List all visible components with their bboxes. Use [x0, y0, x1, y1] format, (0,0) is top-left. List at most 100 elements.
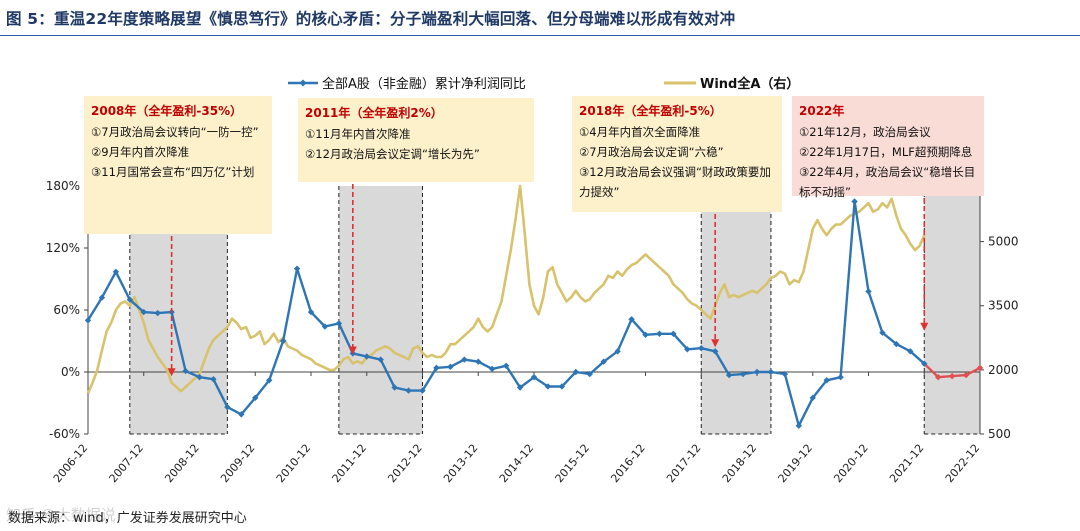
- data-point: [419, 387, 426, 394]
- data-point: [879, 329, 886, 336]
- legend-marker-profit-growth: [299, 79, 307, 87]
- x-tick-label: 2015-12: [553, 442, 593, 486]
- data-point: [795, 422, 803, 429]
- data-point: [475, 358, 482, 365]
- y-left-tick-label: 180%: [46, 179, 80, 193]
- y-left-tick-label: 0%: [61, 365, 80, 379]
- shaded-period: [701, 186, 771, 434]
- y-right-tick-label: 5000: [988, 235, 1019, 249]
- annotation-2022-heading: 2022年: [799, 104, 845, 118]
- data-point: [307, 308, 315, 316]
- annotation-2022-line: ①21年12月，政治局会议: [799, 125, 931, 139]
- chart-title: 图 5：重温22年度策略展望《慎思笃行》的核心矛盾：分子端盈利大幅回落、但分母端…: [6, 10, 736, 28]
- data-point: [502, 362, 510, 369]
- data-point: [948, 372, 956, 380]
- data-point: [725, 371, 733, 379]
- data-point: [447, 363, 454, 371]
- x-tick-label: 2009-12: [218, 442, 258, 486]
- data-point: [809, 394, 816, 402]
- source-note: 数据来源：wind，广发证券发展研究中心: [8, 511, 247, 526]
- data-point: [586, 370, 593, 378]
- data-point: [698, 345, 705, 352]
- annotation-2011-line: ②12月政治局会议定调“增长为先”: [305, 147, 480, 161]
- annotation-2022-line: ②22年1月17日，MLF超预期降息: [799, 145, 973, 159]
- x-tick-label: 2013-12: [441, 442, 481, 486]
- x-tick-label: 2019-12: [776, 442, 816, 486]
- data-point: [767, 368, 775, 376]
- x-tick-label: 2022-12: [943, 442, 983, 486]
- x-tick-label: 2008-12: [162, 442, 202, 486]
- data-point: [962, 371, 970, 379]
- data-point: [279, 337, 287, 345]
- data-point: [516, 384, 524, 391]
- y-left-tick-label: 60%: [53, 303, 80, 317]
- arrow-head: [167, 368, 176, 377]
- data-point: [98, 294, 106, 301]
- x-tick-label: 2016-12: [608, 442, 648, 486]
- data-point: [530, 373, 538, 381]
- data-point: [739, 370, 747, 378]
- annotation-2018-line: ③12月政治局会议强调“财政政策要加力提效”: [579, 165, 771, 199]
- data-point: [126, 296, 134, 303]
- data-point: [84, 317, 92, 324]
- title-rule: [0, 35, 1080, 36]
- data-point: [544, 383, 552, 390]
- legend-label-profit-growth: 全部A股（非金融）累计净利润同比: [322, 76, 526, 92]
- data-point: [461, 356, 468, 363]
- x-tick-label: 2012-12: [385, 442, 425, 486]
- y-right-tick-label: 2000: [988, 363, 1019, 377]
- data-point: [405, 387, 412, 394]
- data-point: [628, 316, 635, 323]
- watermark: 知乎 @大数据说: [6, 506, 116, 524]
- legend-label-wind-a: Wind全A（右）: [700, 76, 799, 92]
- arrow-head: [348, 346, 357, 355]
- annotation-2008: 2008年（全年盈利-35%） ①7月政治局会议转向“一防一控” ②9月年内首次…: [84, 96, 272, 234]
- x-tick-label: 2021-12: [887, 442, 927, 486]
- data-point: [670, 330, 677, 337]
- data-point: [196, 373, 203, 381]
- data-point: [781, 370, 789, 378]
- data-point: [433, 364, 440, 372]
- annotation-2008-heading: 2008年（全年盈利-35%）: [91, 104, 243, 118]
- x-tick-label: 2018-12: [720, 442, 760, 486]
- x-tick-label: 2006-12: [51, 442, 91, 486]
- data-point: [140, 308, 147, 316]
- annotation-2008-line: ③11月国常会宣布“四万亿”计划: [91, 165, 255, 179]
- data-point: [154, 309, 161, 317]
- data-point: [238, 411, 245, 418]
- data-point: [614, 348, 621, 355]
- annotation-2008-line: ①7月政治局会议转向“一防一控”: [91, 125, 259, 139]
- shaded-period: [924, 186, 980, 434]
- annotation-2022: 2022年 ①21年12月，政治局会议 ②22年1月17日，MLF超预期降息 ③…: [792, 96, 984, 199]
- data-point: [907, 348, 914, 355]
- annotation-2008-line: ②9月年内首次降准: [91, 145, 190, 159]
- data-point: [210, 376, 217, 383]
- annotation-2018-heading: 2018年（全年盈利-5%）: [579, 104, 722, 118]
- data-point: [391, 384, 398, 391]
- annotation-2011-heading: 2011年（全年盈利2%）: [305, 106, 443, 120]
- y-right-tick-label: 500: [988, 427, 1011, 441]
- data-point: [823, 377, 830, 384]
- data-point: [753, 368, 761, 376]
- data-point: [335, 320, 343, 327]
- data-point: [934, 373, 942, 381]
- y-left-tick-label: -60%: [49, 427, 80, 441]
- y-right-tick-label: 3500: [988, 299, 1019, 313]
- data-point: [252, 394, 259, 402]
- y-left-tick-label: 120%: [46, 241, 80, 255]
- x-tick-label: 2007-12: [107, 442, 147, 486]
- x-tick-label: 2011-12: [330, 442, 370, 486]
- arrow-head: [711, 339, 720, 348]
- annotation-2018: 2018年（全年盈利-5%） ①4月年内首次全面降准 ②7月政治局会议定调“六稳…: [572, 96, 782, 212]
- data-point: [558, 383, 566, 390]
- data-point: [656, 330, 663, 337]
- x-tick-label: 2020-12: [831, 442, 871, 486]
- data-point: [265, 377, 273, 384]
- data-point: [293, 265, 301, 272]
- annotation-2018-line: ①4月年内首次全面降准: [579, 125, 701, 139]
- data-point: [182, 367, 189, 375]
- x-tick-label: 2017-12: [664, 442, 704, 486]
- data-point: [642, 331, 649, 338]
- data-point: [851, 198, 858, 205]
